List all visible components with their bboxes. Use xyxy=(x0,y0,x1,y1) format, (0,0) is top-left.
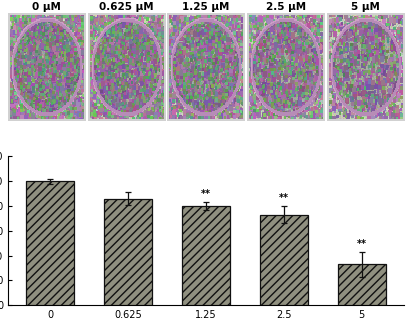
Bar xyxy=(260,215,308,305)
Title: 0.625 μM: 0.625 μM xyxy=(99,2,154,12)
Text: **: ** xyxy=(201,189,211,199)
Bar xyxy=(338,264,386,305)
Title: 2.5 μM: 2.5 μM xyxy=(266,2,306,12)
Title: 5 μM: 5 μM xyxy=(351,2,380,12)
Bar xyxy=(26,181,74,305)
Bar xyxy=(182,206,230,305)
Text: **: ** xyxy=(357,239,367,249)
Bar xyxy=(104,199,152,305)
Text: **: ** xyxy=(279,193,289,203)
Title: 0 μM: 0 μM xyxy=(32,2,61,12)
Title: 1.25 μM: 1.25 μM xyxy=(182,2,230,12)
